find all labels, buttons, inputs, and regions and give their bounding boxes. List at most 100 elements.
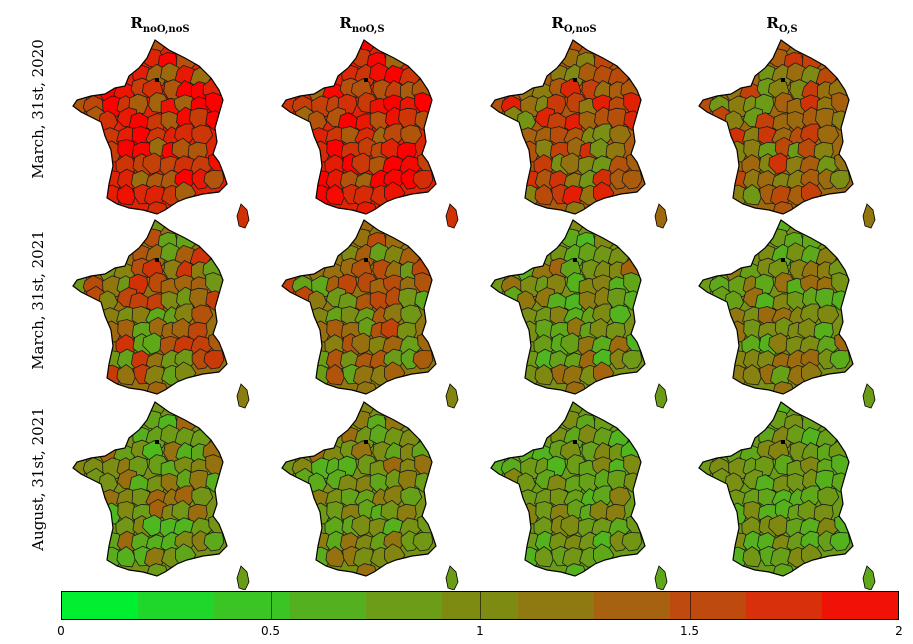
- department-region: [145, 381, 169, 394]
- map-corsica: [862, 383, 876, 409]
- map-corsica: [445, 565, 459, 590]
- map-outline: [698, 401, 854, 577]
- colorbar-tick-label: 1.5: [679, 624, 700, 638]
- column-title-base: R: [766, 14, 779, 32]
- column-title-base: R: [130, 14, 143, 32]
- department-region: [116, 546, 136, 568]
- department-region: [351, 514, 373, 537]
- map-outline: [72, 219, 228, 395]
- map-corsica: [445, 383, 459, 409]
- department-region: [325, 184, 345, 206]
- map-outline: [72, 401, 228, 577]
- column-title-base: R: [551, 14, 564, 32]
- colorbar-tick-label: 2: [895, 624, 903, 638]
- department-region: [563, 563, 587, 576]
- department-region: [203, 349, 225, 370]
- department-region: [116, 364, 136, 386]
- colorbar-segment: [138, 592, 214, 619]
- department-region: [771, 563, 795, 576]
- paris-marker: [573, 78, 577, 82]
- department-region: [560, 514, 582, 537]
- map-corsica: [236, 203, 250, 229]
- department-region: [768, 514, 790, 537]
- department-region: [829, 169, 851, 190]
- department-region: [412, 169, 434, 190]
- map-outline: [698, 39, 854, 215]
- colorbar-segment: [366, 592, 442, 619]
- colorbar-segment: [670, 592, 746, 619]
- column-title-3: RO,noS: [474, 14, 674, 35]
- column-title-sub: O,noS: [563, 24, 597, 35]
- france-map-r3-c3: [490, 401, 668, 590]
- paris-marker: [155, 78, 159, 82]
- paris-marker: [364, 440, 368, 444]
- map-outline: [490, 219, 646, 395]
- department-region: [768, 152, 790, 175]
- map-outline: [281, 401, 437, 577]
- map-outline: [281, 219, 437, 395]
- department-region: [116, 184, 136, 206]
- map-corsica: [236, 565, 250, 590]
- map-corsica: [862, 565, 876, 590]
- department-region: [145, 201, 169, 214]
- department-region: [534, 546, 554, 568]
- colorbar-tick: [270, 591, 272, 620]
- map-outline: [490, 39, 646, 215]
- column-title-2: RnoO,S: [262, 14, 462, 35]
- department-region: [145, 563, 169, 576]
- paris-marker: [781, 440, 785, 444]
- map-corsica: [654, 565, 668, 590]
- france-map-r1-c4: [698, 39, 876, 229]
- department-region: [829, 349, 851, 370]
- paris-marker: [781, 78, 785, 82]
- department-region: [325, 546, 345, 568]
- france-map-r2-c1: [72, 219, 250, 409]
- france-map-r1-c1: [72, 39, 250, 229]
- department-region: [742, 546, 762, 568]
- department-region: [354, 563, 378, 576]
- department-region: [742, 184, 762, 206]
- colorbar-segment: [214, 592, 290, 619]
- colorbar-tick-label: 1: [476, 624, 484, 638]
- france-map-r1-c2: [281, 39, 459, 229]
- department-region: [621, 349, 643, 370]
- france-map-r3-c1: [72, 401, 250, 590]
- department-region: [563, 201, 587, 214]
- department-region: [742, 364, 762, 386]
- department-region: [771, 381, 795, 394]
- map-grid: [72, 39, 876, 590]
- france-map-r2-c3: [490, 219, 668, 409]
- column-title-sub: noO,noS: [142, 24, 190, 35]
- colorbar-segment: [518, 592, 594, 619]
- department-region: [351, 152, 373, 175]
- department-region: [621, 169, 643, 190]
- department-region: [351, 332, 373, 355]
- map-corsica: [654, 203, 668, 229]
- department-region: [560, 332, 582, 355]
- department-region: [768, 332, 790, 355]
- map-outline: [72, 39, 228, 215]
- france-map-r1-c3: [490, 39, 668, 229]
- department-region: [354, 381, 378, 394]
- department-region: [534, 364, 554, 386]
- colorbar-tick: [689, 591, 691, 620]
- france-map-r2-c4: [698, 219, 876, 409]
- colorbar-segment: [62, 592, 138, 619]
- map-outline: [281, 39, 437, 215]
- colorbar-segment: [822, 592, 898, 619]
- department-region: [203, 169, 225, 190]
- column-title-sub: O,S: [778, 24, 798, 35]
- department-region: [325, 364, 345, 386]
- department-region: [534, 184, 554, 206]
- department-region: [560, 152, 582, 175]
- paris-marker: [155, 440, 159, 444]
- paris-marker: [573, 258, 577, 262]
- paris-marker: [781, 258, 785, 262]
- department-region: [203, 531, 225, 552]
- colorbar-segment: [594, 592, 670, 619]
- map-outline: [698, 219, 854, 395]
- paris-marker: [573, 440, 577, 444]
- department-region: [829, 531, 851, 552]
- department-region: [771, 201, 795, 214]
- department-region: [563, 381, 587, 394]
